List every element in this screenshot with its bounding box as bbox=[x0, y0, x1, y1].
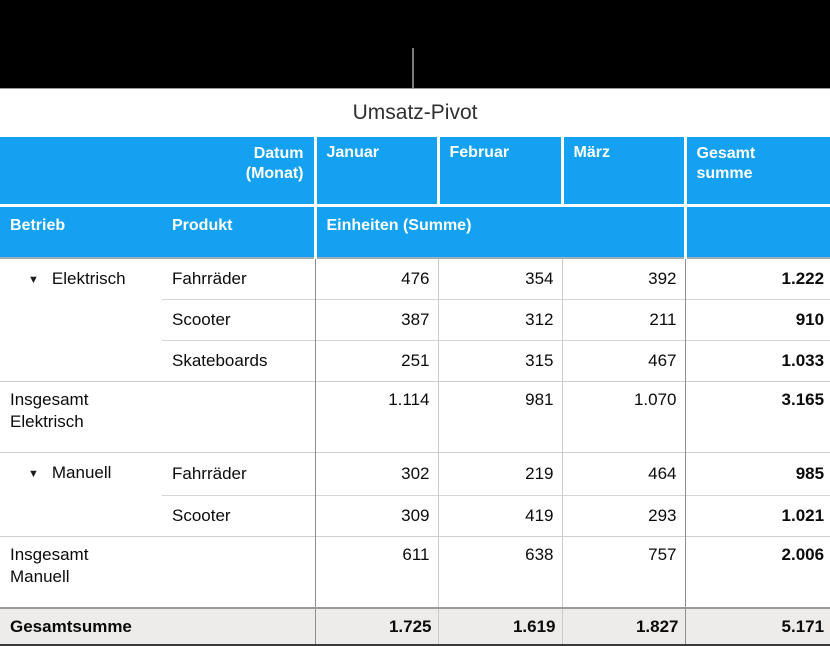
value-cell[interactable]: 315 bbox=[437, 340, 562, 382]
value-cell[interactable]: 211 bbox=[561, 299, 685, 341]
header-betrieb[interactable]: Betrieb bbox=[0, 205, 162, 258]
header-row-months: Datum (Monat) Januar Februar März Gesamt… bbox=[0, 137, 830, 207]
row-total-cell[interactable]: 985 bbox=[684, 452, 830, 496]
value-cell[interactable]: 354 bbox=[437, 257, 562, 300]
header-januar[interactable]: Januar bbox=[313, 137, 438, 207]
subtotal-total-cell[interactable]: 3.165 bbox=[684, 381, 830, 453]
header-empty-cell[interactable] bbox=[683, 205, 830, 258]
header-februar[interactable]: Februar bbox=[436, 137, 562, 207]
table-title-row: Umsatz-Pivot bbox=[0, 88, 830, 137]
table-row: Skateboards 251 315 467 1.033 bbox=[0, 340, 830, 382]
value-cell[interactable]: 302 bbox=[314, 452, 438, 496]
value-cell[interactable]: 419 bbox=[437, 495, 562, 537]
subtotal-value-cell[interactable]: 611 bbox=[314, 536, 438, 608]
table-row: ▼ Elektrisch Fahrräder 476 354 392 1.222 bbox=[0, 257, 830, 382]
value-cell[interactable]: 387 bbox=[314, 299, 438, 341]
callout-connector-line bbox=[412, 48, 414, 88]
group-label-manuell: Manuell bbox=[51, 463, 112, 482]
produkt-cell[interactable]: Skateboards bbox=[162, 340, 315, 382]
subtotal-label[interactable]: Insgesamt Elektrisch bbox=[0, 381, 315, 453]
header-datum-monat[interactable]: Datum (Monat) bbox=[0, 137, 315, 207]
row-total-cell[interactable]: 1.021 bbox=[684, 495, 830, 537]
value-cell[interactable]: 251 bbox=[314, 340, 438, 382]
table-row: ▼ Manuell Fahrräder 302 219 464 985 bbox=[0, 452, 830, 537]
value-cell[interactable]: 309 bbox=[314, 495, 438, 537]
disclosure-triangle-icon[interactable]: ▼ bbox=[28, 468, 39, 480]
header-gesamtsumme[interactable]: Gesamt summe bbox=[683, 137, 830, 207]
value-cell[interactable]: 219 bbox=[437, 452, 562, 496]
subtotal-value-cell[interactable]: 981 bbox=[437, 381, 562, 453]
header-row-fields: Betrieb Produkt Einheiten (Summe) bbox=[0, 205, 830, 258]
subtotal-value-cell[interactable]: 1.114 bbox=[314, 381, 438, 453]
group-cell-elektrisch[interactable]: ▼ Elektrisch bbox=[0, 257, 162, 382]
produkt-cell[interactable]: Scooter bbox=[162, 495, 315, 537]
header-produkt[interactable]: Produkt bbox=[162, 205, 315, 258]
subtotal-row-manuell: Insgesamt Manuell 611 638 757 2.006 bbox=[0, 536, 830, 608]
row-total-cell[interactable]: 1.033 bbox=[684, 340, 830, 382]
subtotal-total-cell[interactable]: 2.006 bbox=[684, 536, 830, 608]
value-cell[interactable]: 312 bbox=[437, 299, 562, 341]
subtotal-value-cell[interactable]: 1.070 bbox=[561, 381, 685, 453]
subtotal-value-cell[interactable]: 638 bbox=[437, 536, 562, 608]
header-maerz[interactable]: März bbox=[560, 137, 685, 207]
value-cell[interactable]: 476 bbox=[314, 257, 438, 300]
value-cell[interactable]: 293 bbox=[561, 495, 685, 537]
row-total-cell[interactable]: 910 bbox=[684, 299, 830, 341]
group-cell-manuell[interactable]: ▼ Manuell bbox=[0, 452, 162, 537]
subtotal-value-cell[interactable]: 757 bbox=[561, 536, 685, 608]
table-row: Scooter 387 312 211 910 bbox=[0, 299, 830, 341]
group-label-elektrisch: Elektrisch bbox=[51, 269, 126, 288]
row-total-cell[interactable]: 1.222 bbox=[684, 257, 830, 300]
value-cell[interactable]: 464 bbox=[561, 452, 685, 496]
subtotal-label[interactable]: Insgesamt Manuell bbox=[0, 536, 315, 608]
header-einheiten-summe[interactable]: Einheiten (Summe) bbox=[313, 205, 685, 258]
table-title[interactable]: Umsatz-Pivot bbox=[0, 88, 830, 137]
produkt-cell[interactable]: Fahrräder bbox=[162, 257, 315, 300]
produkt-cell[interactable]: Fahrräder bbox=[162, 452, 315, 496]
pivot-table: Umsatz-Pivot Datum (Monat) Januar Februa… bbox=[0, 88, 830, 646]
disclosure-triangle-icon[interactable]: ▼ bbox=[28, 274, 39, 286]
value-cell[interactable]: 467 bbox=[561, 340, 685, 382]
table-row: Scooter 309 419 293 1.021 bbox=[0, 495, 830, 537]
subtotal-row-elektrisch: Insgesamt Elektrisch 1.114 981 1.070 3.1… bbox=[0, 381, 830, 453]
produkt-cell[interactable]: Scooter bbox=[162, 299, 315, 341]
value-cell[interactable]: 392 bbox=[561, 257, 685, 300]
